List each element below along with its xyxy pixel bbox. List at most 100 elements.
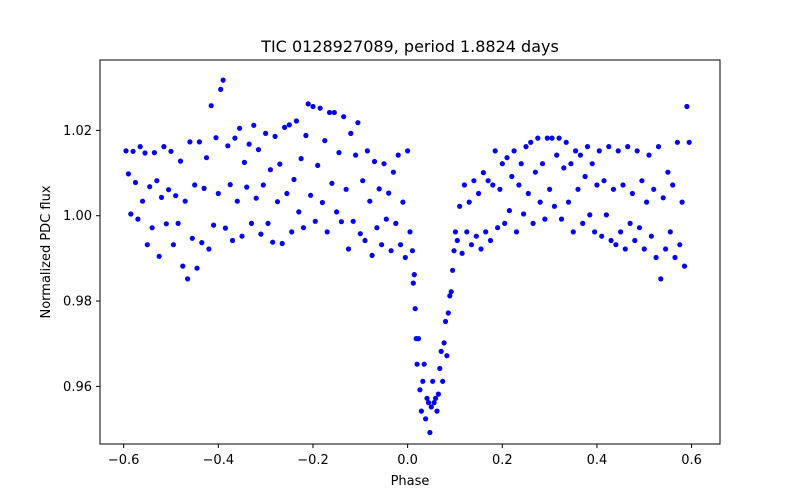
data-point (615, 148, 621, 154)
data-point (663, 246, 669, 252)
data-point (291, 176, 297, 183)
data-point (225, 143, 231, 149)
data-point (286, 122, 292, 128)
data-point (622, 246, 628, 252)
data-point (255, 147, 262, 153)
data-point (170, 242, 176, 248)
data-point (241, 159, 247, 165)
data-point (234, 198, 240, 204)
data-point (232, 135, 238, 141)
data-point (674, 139, 681, 145)
data-point (253, 195, 259, 201)
data-point (547, 186, 553, 192)
data-point (430, 378, 436, 384)
data-point (379, 242, 385, 248)
data-point (336, 150, 342, 156)
data-point (237, 125, 243, 131)
data-point (362, 237, 368, 244)
data-point (135, 216, 141, 222)
y-axis-label: Normalized PDC flux (39, 185, 54, 318)
data-point (414, 361, 420, 367)
data-point (201, 185, 207, 191)
y-tick-label: 1.00 (63, 209, 92, 224)
data-point (573, 148, 579, 154)
data-point (218, 86, 224, 92)
data-point (523, 144, 529, 150)
data-point (189, 235, 195, 241)
data-point (442, 318, 449, 325)
x-tick-label: 0.6 (681, 453, 702, 468)
data-point (331, 109, 337, 116)
data-point (215, 190, 221, 197)
data-point (490, 182, 496, 188)
data-point (411, 272, 417, 278)
data-point (383, 216, 389, 222)
data-point (577, 152, 584, 158)
data-point (185, 276, 191, 282)
data-point (376, 186, 382, 192)
data-point (123, 148, 129, 154)
data-point (561, 165, 567, 171)
data-point (369, 252, 375, 258)
data-point (140, 198, 146, 204)
data-point (418, 408, 424, 414)
data-point (565, 199, 572, 205)
data-point (194, 265, 200, 271)
data-point (137, 144, 143, 150)
data-point (173, 193, 179, 199)
data-point (487, 237, 494, 244)
data-point (364, 148, 370, 154)
data-point (267, 167, 273, 173)
data-point (149, 225, 155, 231)
data-point (405, 148, 411, 154)
data-point (608, 237, 614, 244)
data-point (589, 161, 595, 167)
data-point (471, 178, 477, 184)
data-point (466, 199, 472, 205)
data-point (355, 120, 361, 126)
data-point (263, 130, 269, 136)
data-point (679, 199, 685, 205)
data-point (329, 180, 335, 186)
data-point (229, 237, 236, 244)
data-point (293, 118, 299, 124)
data-point (296, 209, 302, 215)
data-point (518, 161, 524, 167)
x-tick-label: −0.4 (203, 453, 235, 468)
data-point (454, 237, 460, 244)
data-point (258, 231, 264, 237)
data-point (582, 173, 588, 180)
data-point (634, 148, 640, 154)
data-point (305, 101, 311, 107)
data-point (437, 365, 443, 372)
data-point (348, 130, 354, 136)
data-point (651, 186, 657, 192)
data-point (415, 336, 422, 342)
data-point (596, 148, 602, 154)
y-tick-label: 0.96 (63, 380, 92, 395)
data-point (544, 135, 550, 141)
data-point (497, 186, 503, 192)
data-point (584, 144, 591, 150)
data-point (539, 161, 546, 167)
data-point (303, 132, 309, 139)
data-point (670, 182, 676, 188)
data-point (606, 144, 612, 150)
data-point (300, 225, 307, 231)
data-point (397, 242, 404, 248)
data-point (427, 429, 433, 436)
data-point (575, 186, 581, 192)
data-point (447, 293, 453, 299)
data-point (502, 220, 508, 226)
data-point (450, 267, 456, 273)
y-axis: 0.96 0.98 1.00 1.02 (63, 124, 100, 395)
data-point (192, 182, 198, 188)
data-point (521, 211, 527, 217)
data-point (163, 221, 169, 227)
data-point (324, 229, 330, 235)
data-point (464, 229, 470, 235)
data-point (251, 122, 257, 128)
data-point (672, 254, 678, 261)
x-tick-label: 0.4 (587, 453, 608, 468)
data-point (390, 169, 396, 175)
